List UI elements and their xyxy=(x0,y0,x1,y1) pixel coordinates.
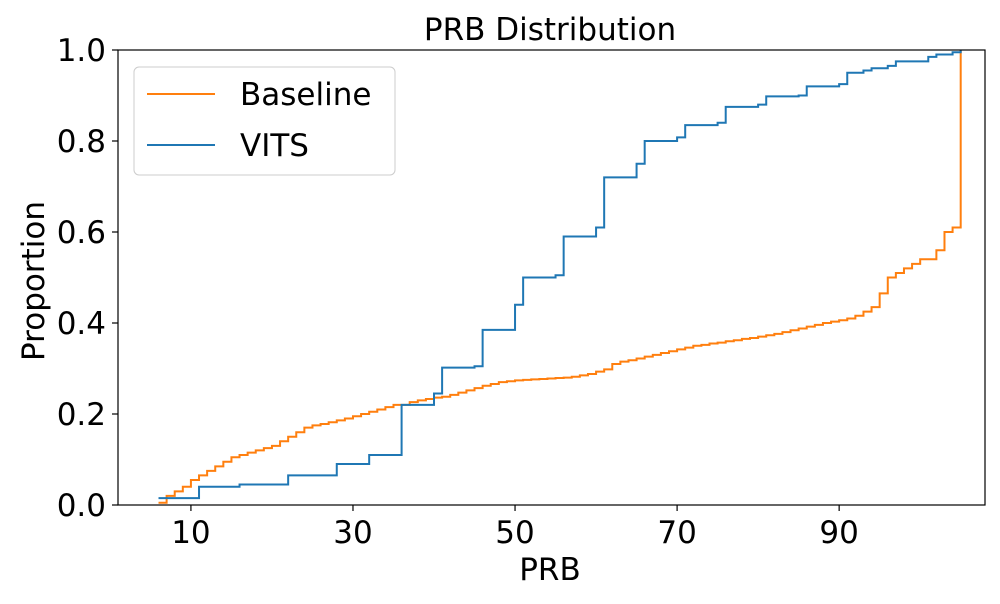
x-tick-label: 70 xyxy=(657,515,696,551)
y-tick-label: 0.6 xyxy=(57,215,106,251)
legend: Baseline VITS xyxy=(133,66,396,176)
legend-label-vits: VITS xyxy=(240,128,309,164)
axis-ticks: 10 30 50 70 90 0.0 0.2 0.4 0.6 0.8 1.0 xyxy=(57,33,859,551)
x-tick-label: 90 xyxy=(819,515,858,551)
x-tick-label: 30 xyxy=(333,515,372,551)
x-tick-label: 50 xyxy=(495,515,534,551)
legend-label-baseline: Baseline xyxy=(240,77,371,113)
x-tick-label: 10 xyxy=(171,515,210,551)
y-tick-label: 0.0 xyxy=(57,488,106,524)
chart-title: PRB Distribution xyxy=(424,12,676,48)
x-axis-label: PRB xyxy=(519,552,581,588)
y-tick-label: 0.2 xyxy=(57,397,106,433)
y-tick-label: 0.8 xyxy=(57,124,106,160)
plot-area xyxy=(117,49,986,506)
y-tick-label: 0.4 xyxy=(57,306,106,342)
series-line-vits xyxy=(158,50,962,500)
y-tick-label: 1.0 xyxy=(57,33,106,69)
series-line-baseline xyxy=(158,50,962,504)
y-axis-label: Proportion xyxy=(16,201,52,361)
plot-frame xyxy=(117,49,986,506)
